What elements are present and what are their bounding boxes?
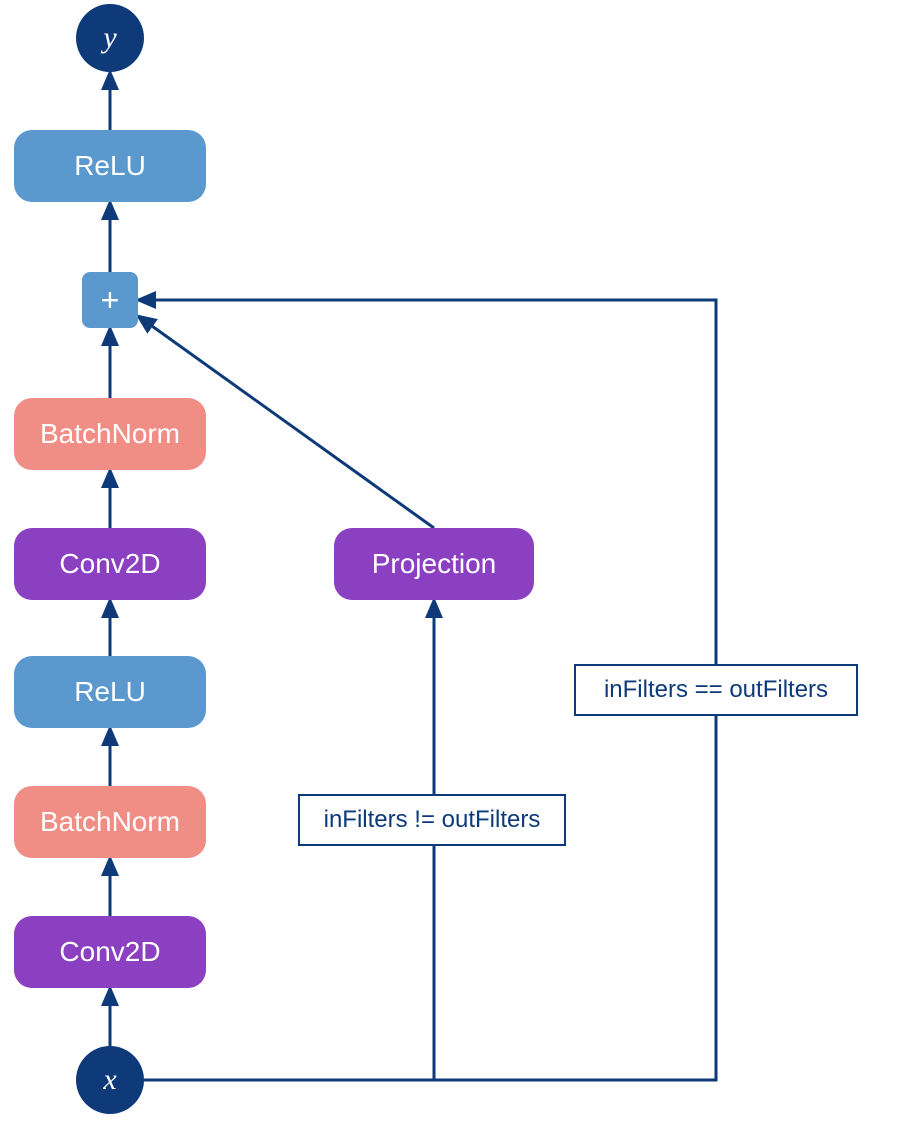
node-bn2: BatchNorm: [14, 398, 206, 470]
node-bn1: BatchNorm: [14, 786, 206, 858]
node-conv2: Conv2D: [14, 528, 206, 600]
node-conv1: Conv2D: [14, 916, 206, 988]
node-projection-label: Projection: [372, 548, 497, 580]
node-bn2-label: BatchNorm: [40, 418, 180, 450]
node-relu-top-label: ReLU: [74, 150, 146, 182]
node-relu-mid-label: ReLU: [74, 676, 146, 708]
condition-eq: inFilters == outFilters: [574, 664, 858, 716]
node-y-label: y: [103, 21, 116, 55]
node-x: x: [76, 1046, 144, 1114]
node-conv1-label: Conv2D: [59, 936, 160, 968]
condition-eq-text: inFilters == outFilters: [604, 676, 828, 704]
node-relu-mid: ReLU: [14, 656, 206, 728]
node-conv2-label: Conv2D: [59, 548, 160, 580]
node-bn1-label: BatchNorm: [40, 806, 180, 838]
node-y: y: [76, 4, 144, 72]
node-x-label: x: [103, 1063, 116, 1097]
condition-neq-text: inFilters != outFilters: [324, 806, 541, 834]
node-relu-top: ReLU: [14, 130, 206, 202]
node-projection: Projection: [334, 528, 534, 600]
condition-neq: inFilters != outFilters: [298, 794, 566, 846]
node-plus-label: +: [101, 282, 120, 319]
node-plus: +: [82, 272, 138, 328]
